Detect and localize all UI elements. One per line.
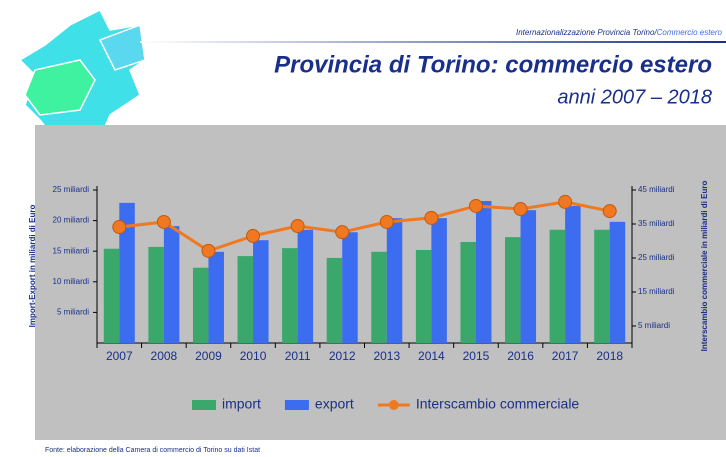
- line-marker: [246, 228, 261, 243]
- y2-tick-label: 35 miliardi: [638, 219, 675, 228]
- bar: [431, 218, 447, 343]
- bar: [565, 205, 581, 343]
- header: Internazionalizzazione Provincia Torino/…: [516, 28, 723, 37]
- bar: [208, 251, 224, 343]
- y-tick-label: 20 miliardi: [53, 216, 90, 225]
- line-marker: [156, 214, 171, 229]
- x-tick-label: 2011: [285, 349, 311, 363]
- x-tick-label: 2015: [463, 349, 490, 363]
- line-marker: [335, 225, 350, 240]
- legend-swatch: [388, 400, 399, 410]
- y2-tick-label: 5 miliardi: [638, 321, 670, 330]
- line: [119, 200, 611, 253]
- y-tick-label: 10 miliardi: [53, 277, 90, 286]
- x-tick-label: 2009: [195, 349, 222, 363]
- bar: [163, 226, 180, 343]
- bar: [326, 257, 343, 343]
- source: Fonte: elaborazione della Camera di comm…: [45, 447, 260, 454]
- y-tick-label: 15 miliardi: [53, 246, 90, 255]
- bar: [148, 246, 164, 343]
- bar: [460, 242, 476, 343]
- x-tick-label: 2010: [240, 349, 267, 363]
- y2-tick-label: 15 miliardi: [638, 287, 675, 296]
- bar: [297, 229, 314, 343]
- line-marker: [468, 198, 483, 213]
- bar: [342, 232, 358, 343]
- line-marker: [379, 214, 394, 229]
- line-marker: [558, 194, 573, 209]
- line-marker: [290, 219, 305, 234]
- line-marker: [602, 204, 617, 219]
- bar: [282, 248, 298, 343]
- header-highlight: Commercio estero: [657, 28, 723, 37]
- bar: [520, 210, 537, 343]
- legend-label: Interscambio commerciale: [416, 396, 580, 412]
- bar: [119, 202, 135, 343]
- header-text: Internazionalizzazione Provincia Torino/: [516, 28, 657, 37]
- y2-axis-label: Interscambio commerciale in miliardi di …: [700, 181, 709, 352]
- bar: [237, 256, 254, 343]
- legend-label: import: [222, 396, 261, 412]
- line-marker: [201, 243, 216, 258]
- line-marker: [112, 220, 127, 235]
- x-tick-label: 2014: [418, 349, 445, 363]
- bar: [475, 201, 492, 343]
- y2-tick-label: 25 miliardi: [638, 253, 675, 262]
- bar: [505, 237, 521, 343]
- legend-swatch: [192, 400, 216, 410]
- header-rule: [140, 41, 726, 43]
- y-axis-label: Import-Export in miliardi di Euro: [28, 205, 37, 328]
- bar: [594, 229, 610, 343]
- title: Provincia di Torino: commercio estero: [274, 51, 712, 78]
- bar: [192, 267, 209, 343]
- line-marker: [513, 202, 528, 217]
- subtitle: anni 2007 – 2018: [557, 86, 712, 108]
- y2-tick-label: 45 miliardi: [638, 185, 675, 194]
- bar: [386, 218, 403, 343]
- x-tick-label: 2012: [329, 349, 356, 363]
- x-tick-label: 2018: [596, 349, 623, 363]
- x-tick-label: 2008: [151, 349, 178, 363]
- x-tick-label: 2016: [507, 349, 534, 363]
- line-marker: [424, 210, 439, 225]
- region-map: [18, 8, 146, 151]
- bar: [103, 248, 120, 343]
- bar: [609, 221, 626, 343]
- bar: [371, 251, 387, 343]
- bar: [549, 229, 566, 343]
- legend-swatch: [284, 400, 309, 410]
- x-tick-label: 2007: [106, 349, 133, 363]
- y-tick-label: 25 miliardi: [53, 185, 90, 194]
- x-tick-label: 2017: [552, 349, 579, 363]
- bar: [253, 240, 269, 343]
- x-tick-label: 2013: [373, 349, 400, 363]
- legend-label: export: [315, 396, 354, 412]
- y-tick-label: 5 miliardi: [57, 308, 89, 317]
- bar: [415, 249, 432, 343]
